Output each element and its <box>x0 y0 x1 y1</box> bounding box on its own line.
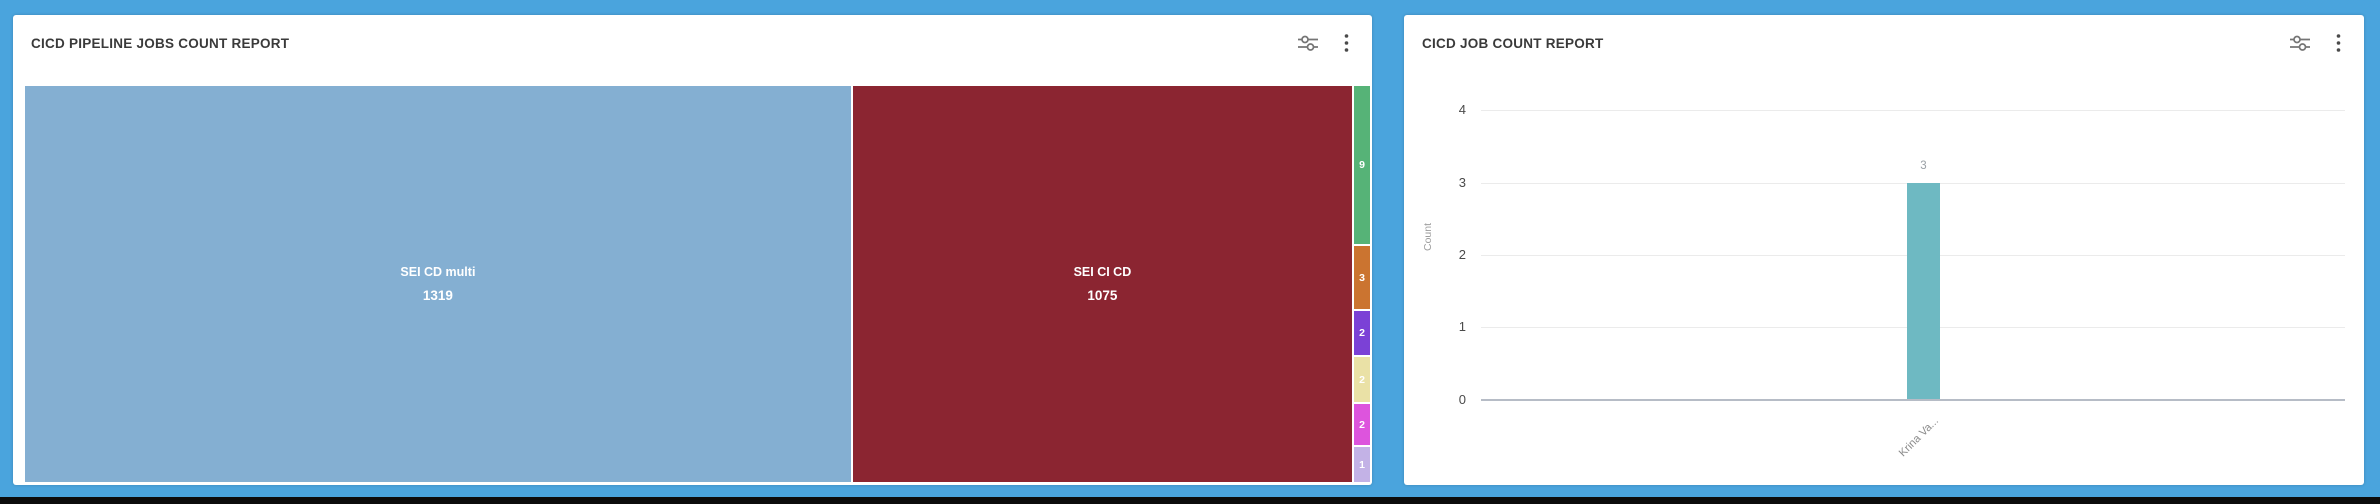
treemap-node-small[interactable]: 9 <box>1354 86 1370 245</box>
gridline <box>1481 110 2345 111</box>
y-tick-label: 2 <box>1458 247 1466 262</box>
kebab-menu-icon[interactable] <box>2324 29 2352 57</box>
treemap-node-small[interactable]: 3 <box>1354 246 1370 309</box>
filter-sliders-icon[interactable] <box>1294 29 1322 57</box>
treemap-node-small[interactable]: 2 <box>1354 357 1370 402</box>
treemap-chart: SEI CD multi 1319 SEI CI CD 1075 9 3 2 2… <box>25 86 1370 482</box>
treemap-node-sei-cd-multi[interactable]: SEI CD multi 1319 <box>25 86 851 482</box>
treemap-node-value: 1319 <box>422 288 453 303</box>
treemap-small-nodes-column: 9 3 2 2 2 1 <box>1354 86 1370 482</box>
treemap-node-sei-ci-cd[interactable]: SEI CI CD 1075 <box>852 86 1352 482</box>
treemap-node-value: 1075 <box>1087 288 1118 303</box>
widget-cicd-pipeline-jobs-count-report: CICD PIPELINE JOBS COUNT REPORT <box>13 15 1372 485</box>
treemap-node-small[interactable]: 2 <box>1354 310 1370 356</box>
treemap-node-name: SEI CI CD <box>1073 265 1132 279</box>
x-axis-line <box>1481 399 2345 401</box>
y-tick-label: 1 <box>1458 319 1466 334</box>
treemap-node-name: SEI CD multi <box>400 265 476 279</box>
widget-header: CICD JOB COUNT REPORT <box>1404 15 2364 71</box>
x-category-label: Krina Va... <box>1897 415 1942 460</box>
widget-actions <box>1294 29 1360 57</box>
treemap-node-small[interactable]: 2 <box>1354 403 1370 446</box>
widget-header: CICD PIPELINE JOBS COUNT REPORT <box>13 15 1372 71</box>
widget-cicd-job-count-report: CICD JOB COUNT REPORT <box>1404 15 2364 485</box>
y-tick-label: 4 <box>1458 102 1466 117</box>
widget-title: CICD PIPELINE JOBS COUNT REPORT <box>31 35 290 51</box>
widget-actions <box>2286 29 2352 57</box>
kebab-menu-icon[interactable] <box>1332 29 1360 57</box>
y-tick-label: 3 <box>1458 175 1466 190</box>
treemap-node-small[interactable]: 1 <box>1354 447 1370 482</box>
bottom-edge-bar <box>0 497 2380 504</box>
widget-title: CICD JOB COUNT REPORT <box>1422 35 1604 51</box>
bar-value-label: 3 <box>1920 160 1927 172</box>
filter-sliders-icon[interactable] <box>2286 29 2314 57</box>
bar-chart: Count 4 3 2 1 0 3 Krina Va... <box>1404 15 2364 485</box>
bar-krina-va[interactable] <box>1907 183 1940 399</box>
y-tick-label: 0 <box>1458 392 1466 407</box>
